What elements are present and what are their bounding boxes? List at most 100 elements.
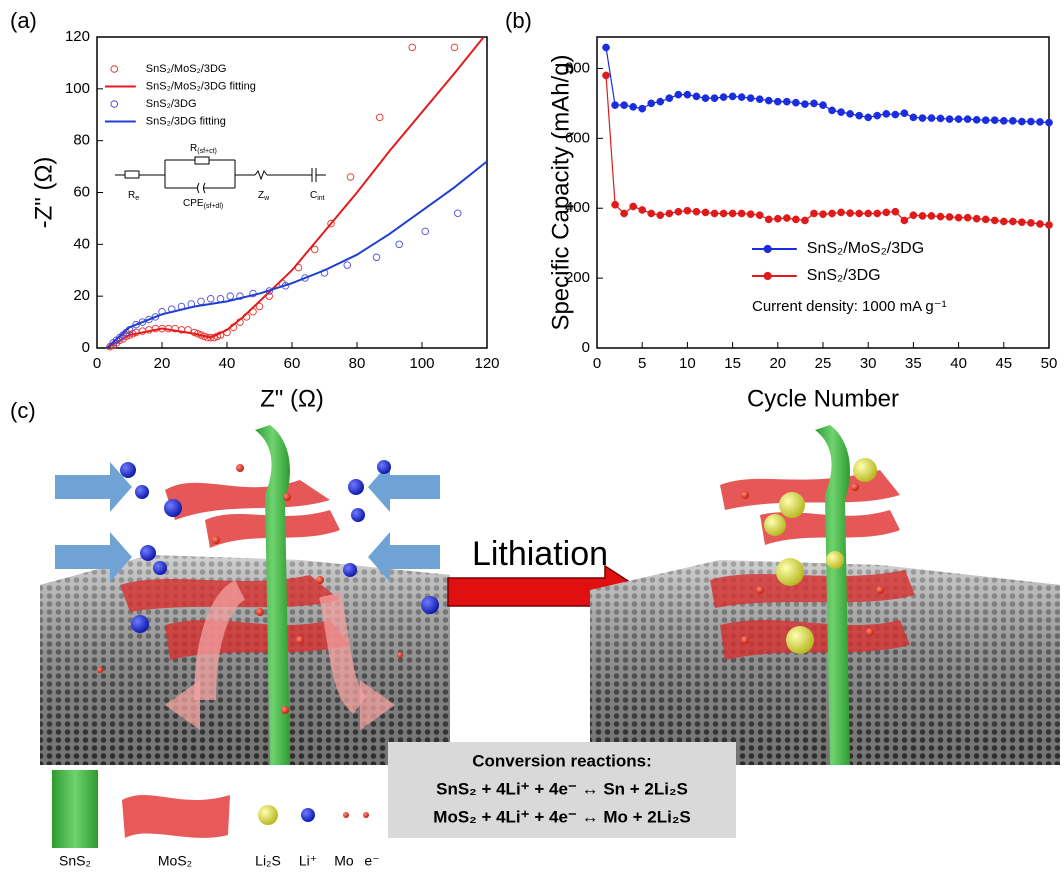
data-point <box>373 254 380 261</box>
data-point <box>693 208 700 215</box>
data-point <box>792 216 799 223</box>
legend-label: SnS₂/MoS₂/3DG fitting <box>146 80 256 92</box>
data-point <box>982 117 989 124</box>
data-point <box>611 102 618 109</box>
data-point <box>946 116 953 123</box>
x-tick-label: 15 <box>724 355 741 372</box>
data-point <box>1027 219 1034 226</box>
x-axis-label: Cycle Number <box>747 385 899 412</box>
x-tick-label: 40 <box>219 355 236 372</box>
legend-label: SnS₂ <box>59 853 91 869</box>
legend-icon <box>363 812 369 818</box>
legend-label: SnS₂/3DG fitting <box>146 115 226 127</box>
data-point <box>774 98 781 105</box>
data-point <box>729 93 736 100</box>
y-tick-label: 0 <box>582 339 590 356</box>
data-point <box>847 110 854 117</box>
circuit-label-main: R <box>190 143 197 154</box>
data-point <box>892 208 899 215</box>
circuit-label-main: R <box>128 190 135 201</box>
data-point <box>801 100 808 107</box>
data-point <box>738 210 745 217</box>
data-point <box>621 210 628 217</box>
data-point <box>783 98 790 105</box>
reaction: SnS₂ + 4Li⁺ + 4e⁻ ↔ Sn + 2Li₂S <box>436 779 688 798</box>
x-tick-label: 10 <box>679 355 696 372</box>
y-tick-label: 100 <box>65 80 90 97</box>
circuit-label-sub: int <box>317 195 324 202</box>
figure: (a) (b) (c) Lithiation <box>0 0 1064 873</box>
legend-label: SnS₂/MoS₂/3DG <box>146 63 227 75</box>
data-point <box>711 95 718 102</box>
data-point <box>783 214 790 221</box>
x-tick-label: 80 <box>349 355 366 372</box>
data-point <box>422 228 429 235</box>
y-tick-label: 0 <box>82 339 90 356</box>
data-point <box>955 116 962 123</box>
reaction-title: Conversion reactions: <box>472 751 652 770</box>
legend-label: Mo <box>334 853 354 869</box>
x-tick-label: 120 <box>474 355 499 372</box>
data-point <box>964 214 971 221</box>
data-point <box>344 262 351 269</box>
data-point <box>973 116 980 123</box>
x-tick-label: 20 <box>769 355 786 372</box>
data-point <box>946 213 953 220</box>
legend-marker <box>111 101 118 108</box>
legend-label: Li₂S <box>255 853 281 869</box>
data-point <box>874 210 881 217</box>
y-tick-label: 60 <box>73 183 90 200</box>
data-point <box>901 110 908 117</box>
circuit-label: CPE(sf+dl) <box>183 198 223 210</box>
data-point <box>639 105 646 112</box>
data-point <box>376 114 383 121</box>
y-axis-label: -Z" (Ω) <box>30 157 57 229</box>
data-point <box>901 217 908 224</box>
data-point <box>630 203 637 210</box>
legend-marker <box>764 272 771 279</box>
y-tick-label: 80 <box>73 132 90 149</box>
data-point <box>937 115 944 122</box>
data-point <box>729 210 736 217</box>
series-line <box>107 161 487 348</box>
data-point <box>982 216 989 223</box>
data-point <box>865 114 872 121</box>
data-point <box>1045 119 1052 126</box>
data-point <box>684 91 691 98</box>
data-point <box>828 107 835 114</box>
circuit-label-main: C <box>310 190 317 201</box>
data-point <box>1009 218 1016 225</box>
data-point <box>928 212 935 219</box>
panel-label: (c) <box>10 398 36 423</box>
legend-label: SnS₂/MoS₂/3DG <box>807 240 924 257</box>
data-point <box>865 210 872 217</box>
circuit-label-sub: e <box>135 195 139 202</box>
data-point <box>928 114 935 121</box>
data-point <box>774 215 781 222</box>
x-tick-label: 20 <box>154 355 171 372</box>
circuit-label-sub: w <box>263 195 270 202</box>
data-point <box>1018 219 1025 226</box>
data-point <box>454 210 461 217</box>
data-point <box>639 206 646 213</box>
data-point <box>883 110 890 117</box>
legend-icon <box>52 770 98 848</box>
legend-icon <box>258 805 278 825</box>
y-tick-label: 120 <box>65 28 90 45</box>
legend-marker <box>111 66 118 73</box>
circuit-label: R(sf+ct) <box>190 143 217 155</box>
data-point <box>198 298 205 305</box>
x-tick-label: 60 <box>284 355 301 372</box>
panel-label: (a) <box>10 8 37 33</box>
legend-icon <box>122 795 230 838</box>
legend-marker <box>764 245 771 252</box>
data-point <box>765 97 772 104</box>
data-point <box>720 210 727 217</box>
legend-label: SnS₂/3DG <box>807 267 881 284</box>
y-axis-label: Specific Capacity (mAh/g) <box>547 54 574 330</box>
data-point <box>1045 221 1052 228</box>
data-point <box>973 215 980 222</box>
data-point <box>693 93 700 100</box>
scene-after <box>590 425 1060 765</box>
data-point <box>856 210 863 217</box>
